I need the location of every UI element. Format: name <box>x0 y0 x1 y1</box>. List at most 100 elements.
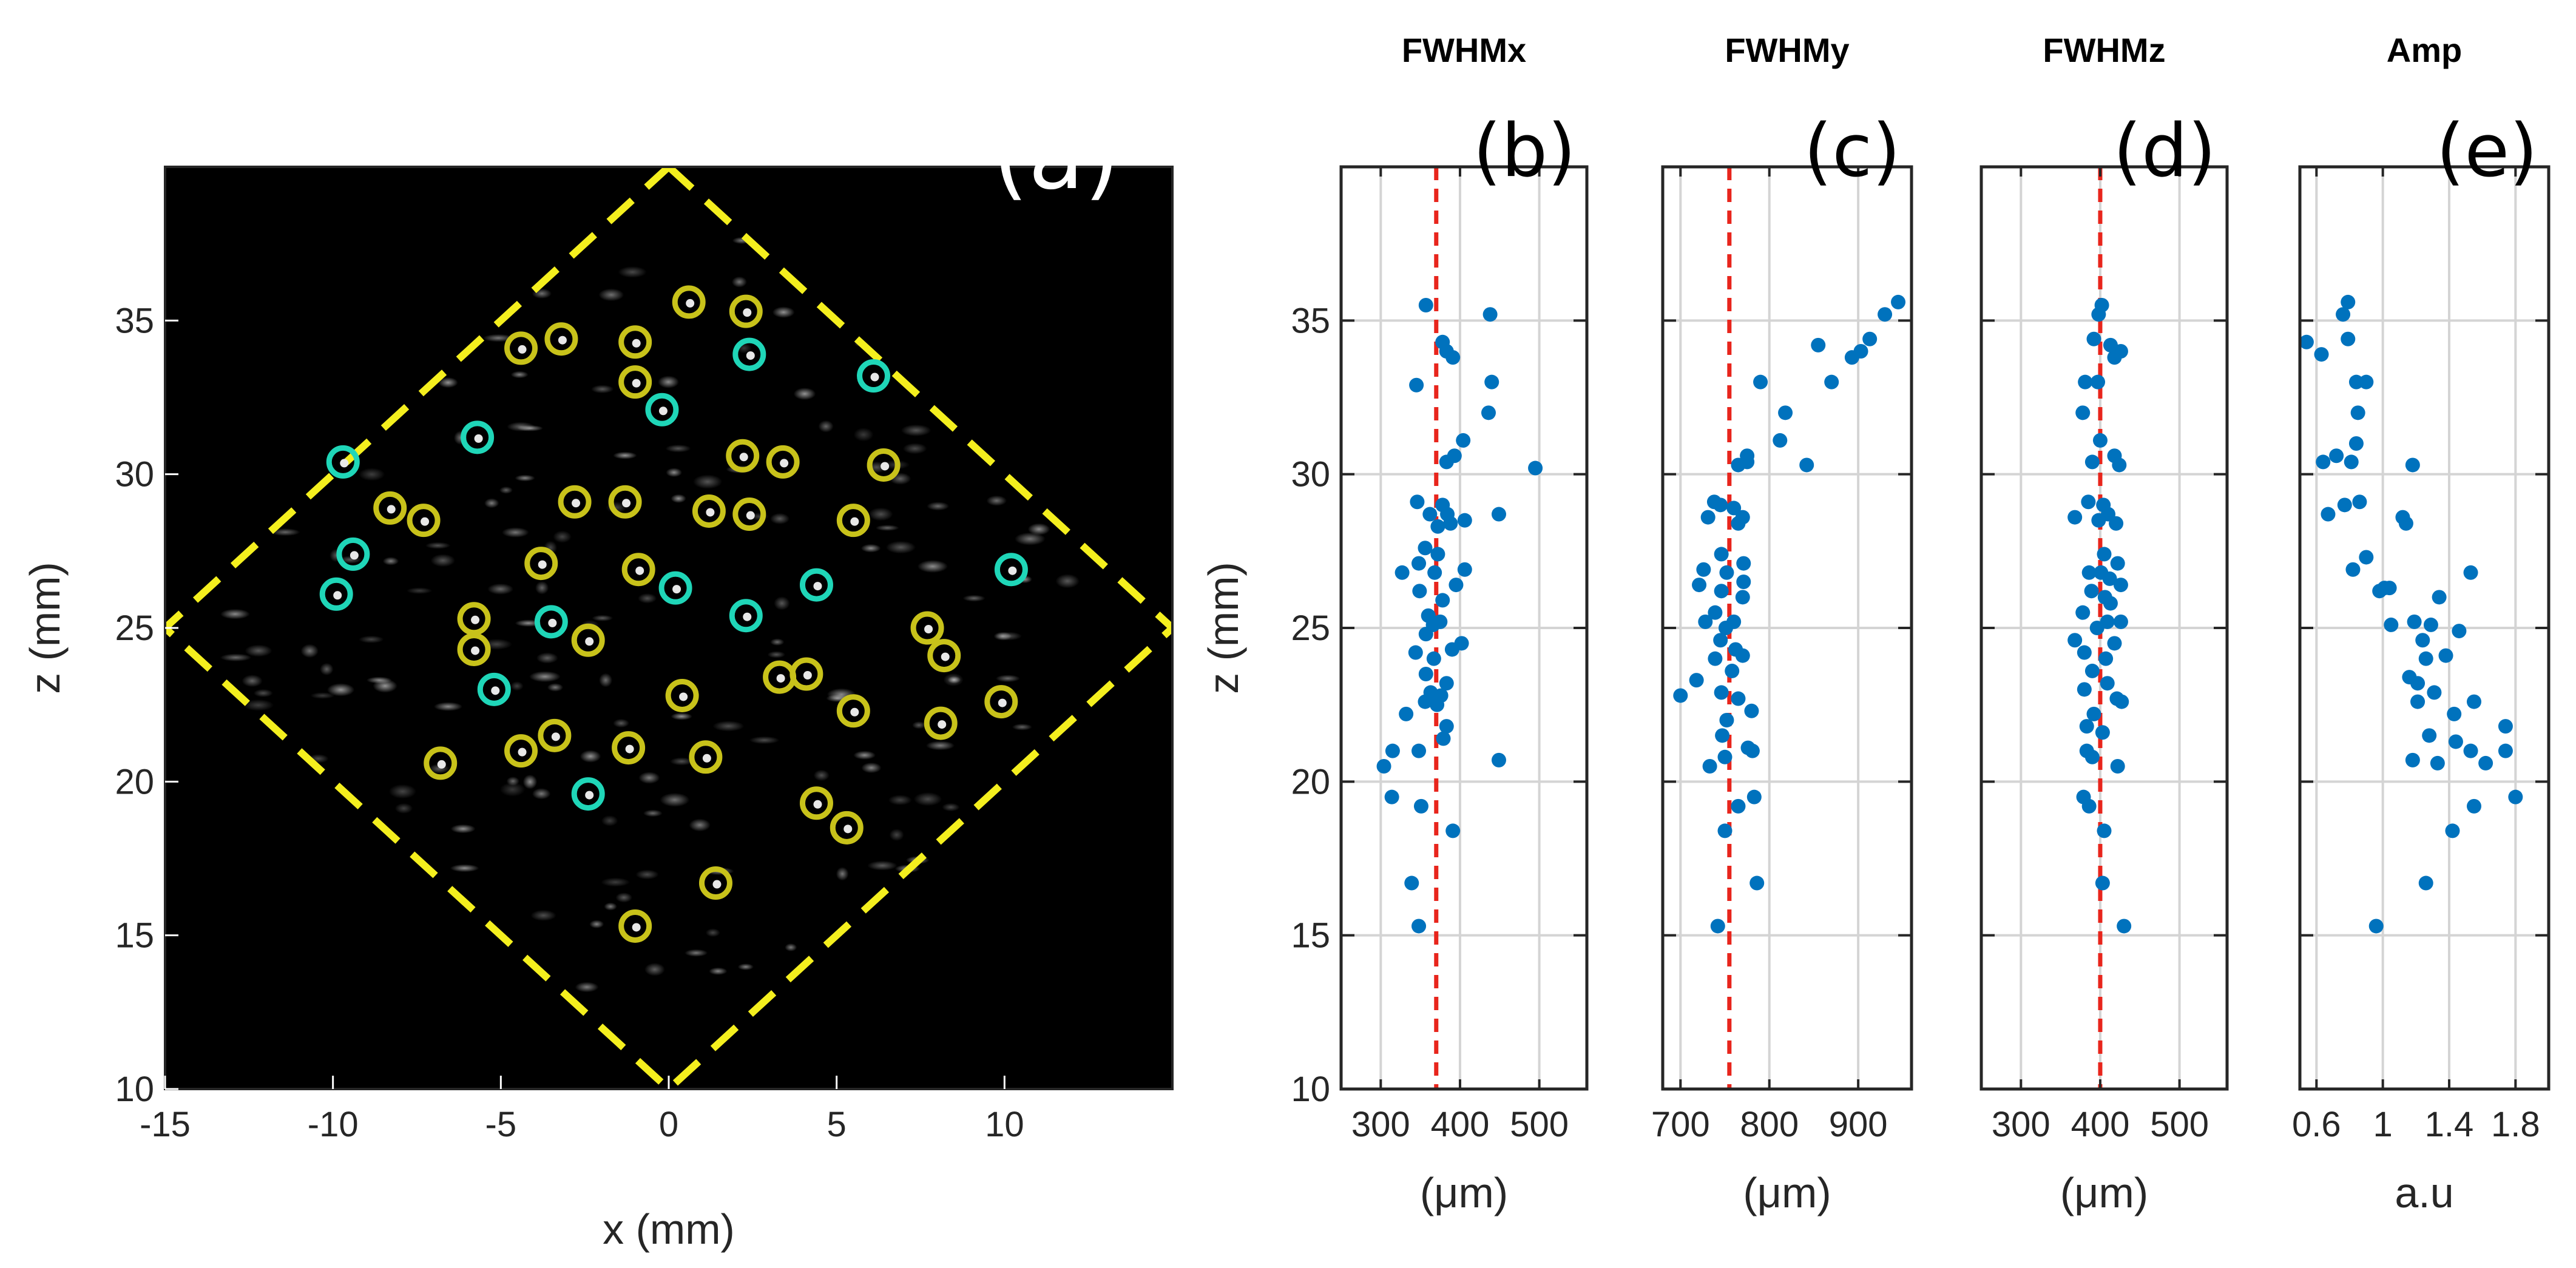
data-point <box>2091 374 2106 390</box>
x-tick-label: 1.4 <box>2425 1105 2474 1144</box>
data-point <box>1749 875 1765 891</box>
speckle <box>300 644 319 658</box>
cyan-marker <box>534 605 568 639</box>
data-point <box>1708 605 1723 620</box>
point-dot <box>474 434 483 443</box>
yellow-marker <box>618 365 652 399</box>
data-point <box>1740 454 1755 470</box>
x-axis-label: x (mm) <box>603 1206 735 1253</box>
point-dot <box>686 298 695 308</box>
x-axis-label: (μm) <box>1420 1169 1508 1216</box>
y-tick-label: 30 <box>115 455 154 494</box>
data-point <box>2321 507 2336 522</box>
speckle <box>484 498 499 508</box>
data-point <box>2084 749 2100 764</box>
data-point <box>1878 307 1893 322</box>
speckle <box>671 712 692 720</box>
point-dot <box>813 582 822 591</box>
data-point <box>1385 743 1400 758</box>
yellow-marker <box>766 445 800 479</box>
speckle <box>589 920 604 929</box>
data-point <box>1445 350 1461 365</box>
yellow-marker <box>558 485 592 519</box>
point-dot <box>850 517 859 526</box>
speckle <box>575 982 599 993</box>
data-point <box>1710 919 1725 934</box>
speckle <box>643 809 663 817</box>
data-point <box>1811 337 1826 352</box>
speckle <box>1012 723 1032 730</box>
data-point <box>2467 694 2481 709</box>
point-dot <box>941 652 950 661</box>
data-point <box>1418 694 1433 709</box>
data-point <box>2084 454 2100 470</box>
speckle <box>592 615 614 622</box>
data-point <box>2095 875 2110 891</box>
speckle <box>359 635 384 644</box>
data-point <box>2341 294 2356 309</box>
point-dot <box>518 345 527 354</box>
data-point <box>2359 374 2374 390</box>
speckle <box>388 784 417 799</box>
data-point <box>1435 593 1450 608</box>
yellow-marker <box>621 553 655 587</box>
point-dot <box>437 760 446 769</box>
data-point <box>1412 584 1427 599</box>
point-dot <box>813 800 822 809</box>
data-point <box>1427 565 1442 580</box>
speckle <box>660 792 690 807</box>
data-point <box>2109 516 2124 531</box>
speckle <box>813 769 830 781</box>
point-dot <box>1008 566 1017 575</box>
data-point <box>1445 823 1461 838</box>
speckle <box>737 963 754 971</box>
speckle <box>359 468 385 481</box>
x-tick-label: -5 <box>485 1105 517 1144</box>
speckle <box>510 681 524 691</box>
data-point <box>2352 494 2367 510</box>
data-point <box>2498 743 2513 758</box>
speckle <box>638 772 660 784</box>
data-point <box>1491 752 1506 767</box>
yellow-marker <box>373 491 407 525</box>
data-point <box>2091 513 2106 528</box>
data-point <box>2336 307 2351 322</box>
image-content <box>165 167 1172 1089</box>
data-point <box>2095 725 2110 740</box>
data-point <box>1824 374 1839 390</box>
data-point <box>1844 350 1859 365</box>
speckle <box>669 757 694 766</box>
panel-c-fwhmy-plot: 700 800 900 FWHMy (μm) (c) <box>1651 31 1913 1216</box>
y-tick-label: 10 <box>1291 1070 1330 1109</box>
data-point <box>1384 789 1399 804</box>
data-point <box>1745 743 1760 758</box>
yellow-marker <box>927 639 961 673</box>
data-point <box>2478 755 2493 771</box>
speckle <box>220 609 250 619</box>
speckle <box>1015 532 1046 545</box>
speckle <box>770 513 790 525</box>
data-point <box>1418 667 1433 681</box>
y-axis-label: z (mm) <box>1200 562 1247 694</box>
data-point <box>2384 617 2399 632</box>
data-point <box>1799 457 1814 473</box>
speckle <box>430 554 456 567</box>
data-point <box>1862 331 1878 346</box>
data-point <box>2498 719 2513 734</box>
speckle <box>438 377 458 388</box>
data-point <box>1411 556 1427 571</box>
data-point <box>2086 331 2101 346</box>
x-tick-label: 1.8 <box>2491 1105 2540 1144</box>
data-point <box>2316 454 2331 470</box>
data-point <box>2113 614 2128 629</box>
speckle <box>310 692 335 700</box>
data-point <box>1399 706 1414 721</box>
data-point <box>1714 547 1729 562</box>
speckle <box>671 494 686 504</box>
data-point <box>1778 405 1793 420</box>
cyan-marker <box>732 337 766 371</box>
speckle <box>888 795 912 806</box>
speckle <box>327 683 355 696</box>
point-dot <box>491 686 500 695</box>
data-point <box>2077 682 2092 697</box>
